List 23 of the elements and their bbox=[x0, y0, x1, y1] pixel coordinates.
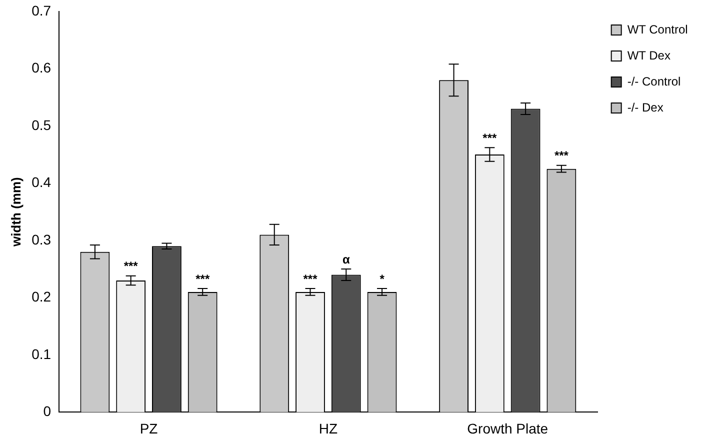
x-tick-label: PZ bbox=[140, 420, 158, 436]
data-label: *** bbox=[196, 272, 210, 286]
legend-label: -/- Dex bbox=[627, 100, 664, 114]
y-axis-title: width (mm) bbox=[8, 177, 24, 248]
x-tick-label: HZ bbox=[318, 420, 338, 436]
legend-label: WT Dex bbox=[627, 48, 670, 62]
legend-label: WT Control bbox=[627, 22, 688, 36]
y-tick-label: 0.6 bbox=[32, 60, 52, 76]
legend-label: -/- Control bbox=[627, 74, 681, 88]
y-tick-label: 0.1 bbox=[32, 346, 52, 362]
y-tick-label: 0.2 bbox=[32, 288, 52, 305]
y-tick-label: 0.3 bbox=[32, 231, 52, 248]
y-tick-label: 0.7 bbox=[32, 2, 52, 18]
data-label: * bbox=[380, 272, 385, 286]
data-label: α bbox=[342, 252, 350, 266]
data-label: *** bbox=[482, 130, 498, 145]
y-tick-label: 0.5 bbox=[32, 116, 52, 133]
data-label: *** bbox=[303, 272, 318, 286]
data-label: *** bbox=[124, 259, 138, 274]
data-label: *** bbox=[554, 148, 569, 163]
x-tick-label: Growth Plate bbox=[467, 420, 548, 436]
y-tick-label: 0.4 bbox=[32, 174, 52, 190]
y-tick-label: 0 bbox=[43, 403, 52, 420]
